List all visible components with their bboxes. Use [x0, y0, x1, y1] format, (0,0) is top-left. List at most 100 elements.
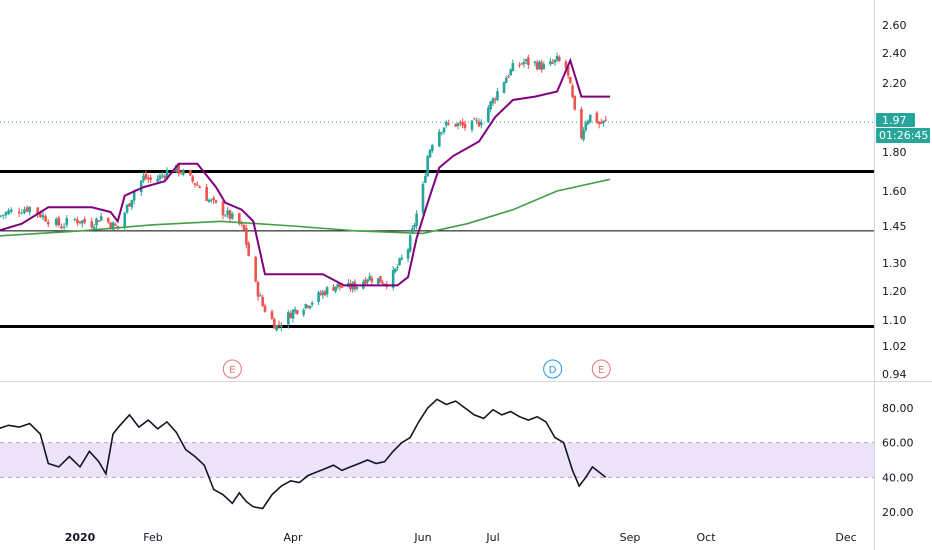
candle-body — [461, 122, 464, 126]
candle-body — [571, 85, 574, 97]
candle-body — [97, 220, 101, 222]
candle-body — [65, 218, 69, 226]
price-tick-label: 1.20 — [882, 285, 907, 298]
candle-body — [224, 215, 227, 217]
candle-body — [177, 164, 180, 174]
candle-body — [259, 295, 262, 297]
candle-body — [146, 177, 150, 180]
candle-body — [191, 176, 194, 182]
candle-body — [370, 278, 374, 282]
candle-body — [270, 311, 274, 320]
event-dividend-marker[interactable] — [543, 359, 563, 379]
candle-body — [189, 169, 192, 176]
last-price-tag: 1.97 01:26:45 — [876, 113, 930, 143]
candle-body — [7, 210, 10, 215]
candle-body — [90, 221, 94, 228]
candle-body — [491, 98, 495, 104]
candle-body — [580, 109, 583, 138]
candle-body — [334, 286, 337, 292]
candle-body — [193, 183, 197, 185]
candle-body — [355, 286, 359, 289]
candle-body — [83, 218, 87, 223]
candle-body — [210, 199, 213, 201]
rsi-band — [0, 442, 874, 478]
candle-body — [60, 226, 63, 229]
price-tick-label: 1.45 — [882, 220, 907, 233]
countdown-value: 01:26:45 — [879, 129, 928, 142]
price-tick-label: 0.94 — [882, 368, 907, 381]
candle-body — [413, 225, 416, 228]
candle-body — [1, 214, 5, 216]
time-tick-label: Jun — [413, 531, 431, 544]
candle-body — [39, 212, 42, 218]
candle-body — [602, 120, 605, 123]
candle-body — [518, 64, 521, 66]
candle-body — [522, 61, 526, 65]
candle-body — [111, 222, 115, 230]
candle-body — [158, 175, 162, 180]
event-earnings-label: E — [598, 365, 604, 376]
event-earnings-marker[interactable] — [222, 359, 242, 379]
candle-body — [338, 283, 342, 288]
time-tick-label: Sep — [620, 531, 641, 544]
candle-body — [459, 121, 462, 124]
time-tick-label: Jul — [485, 531, 499, 544]
candle-body — [456, 123, 460, 126]
candle-body — [306, 305, 310, 308]
candle-body — [54, 219, 58, 225]
candle-body — [551, 62, 554, 64]
candle-body — [277, 324, 281, 326]
oscillator-tick-label: 40.00 — [882, 471, 914, 484]
oscillator-axis[interactable]: 80.00 60.00 40.00 20.00 — [882, 402, 914, 519]
time-axis[interactable]: 2020 Feb Apr Jun Jul Sep Oct Dec — [65, 531, 857, 544]
candle-body — [597, 121, 601, 125]
candle-body — [123, 213, 127, 228]
candle-body — [245, 227, 248, 245]
candle-body — [415, 213, 418, 227]
candle-body — [273, 319, 276, 329]
candle-body — [41, 215, 45, 218]
candle-body — [557, 57, 561, 62]
candle-body — [263, 305, 267, 312]
candle-body — [366, 279, 369, 283]
candle-body — [553, 59, 557, 63]
candle-body — [214, 200, 218, 203]
event-earnings-marker[interactable] — [591, 359, 611, 379]
candle-body — [421, 183, 425, 213]
price-axis[interactable]: 2.60 2.40 2.20 1.80 1.60 1.45 1.30 1.20 1.10 1.02… — [882, 19, 907, 381]
candle-body — [196, 184, 199, 186]
candle-body — [447, 123, 450, 125]
candle-body — [424, 176, 427, 183]
candle-body — [240, 222, 243, 225]
candle-body — [310, 302, 314, 305]
candle-body — [280, 325, 283, 328]
price-tick-label: 2.60 — [882, 19, 907, 32]
candle-body — [238, 213, 241, 224]
candle-body — [379, 276, 382, 283]
candle-body — [442, 127, 446, 133]
candle-body — [584, 123, 588, 131]
candle-body — [477, 121, 481, 127]
candle-body — [17, 211, 21, 214]
candle-body — [480, 122, 483, 126]
price-tick-label: 1.02 — [882, 340, 907, 353]
candles — [0, 52, 607, 332]
candle-body — [78, 221, 82, 224]
candle-body — [493, 99, 497, 101]
rsi-line — [0, 398, 607, 510]
candle-body — [431, 144, 434, 152]
candle-body — [319, 293, 323, 295]
price-tick-label: 1.10 — [882, 314, 907, 327]
price-tick-label: 1.80 — [882, 146, 907, 159]
candle-body — [308, 305, 312, 309]
candle-body — [604, 119, 607, 121]
horizontal-levels[interactable] — [0, 170, 874, 328]
candle-body — [336, 283, 340, 288]
candle-body — [144, 173, 148, 179]
candle-body — [109, 222, 112, 229]
candle-body — [179, 172, 183, 174]
candle-body — [156, 178, 159, 182]
candle-body — [440, 132, 443, 134]
